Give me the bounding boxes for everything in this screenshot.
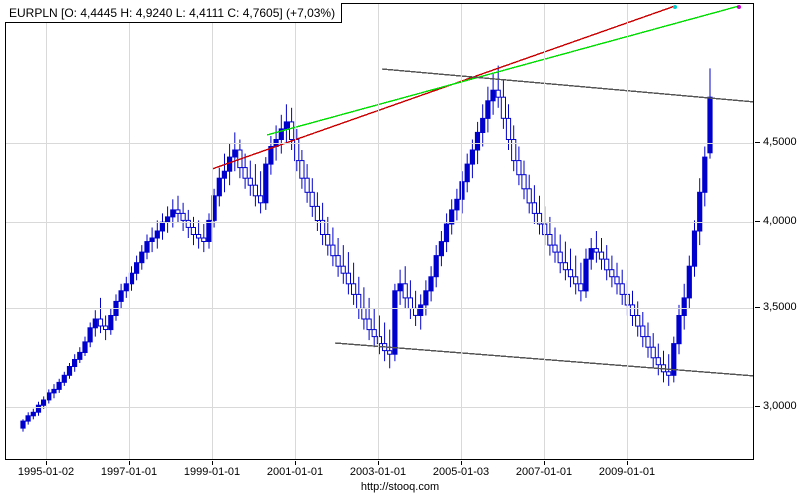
quote-header-box: EURPLN [O: 4,4445 H: 4,9240 L: 4,4111 C:… — [5, 3, 343, 23]
ytick-4-0000 — [755, 221, 760, 222]
gridline-vertical-1999 — [212, 4, 213, 459]
xtick-1997 — [129, 461, 130, 465]
xlabel-2003: 2003-01-01 — [349, 466, 407, 478]
xlabel-2007: 2007-01-01 — [515, 466, 573, 478]
gridline-vertical-2003 — [378, 4, 379, 459]
price-chart-plot-area[interactable] — [5, 3, 754, 460]
gridline-horizontal-3-0000 — [6, 407, 753, 408]
gridline-vertical-1995 — [46, 4, 47, 459]
gridline-horizontal-3-5000 — [6, 308, 753, 309]
xlabel-2001: 2001-01-01 — [266, 466, 324, 478]
xtick-2007 — [544, 461, 545, 465]
gridline-vertical-2001 — [295, 4, 296, 459]
xlabel-1997: 1997-01-01 — [100, 466, 158, 478]
quote-header-text: EURPLN [O: 4,4445 H: 4,9240 L: 4,4111 C:… — [9, 5, 336, 20]
trendline-group — [211, 5, 753, 377]
candlestick-series — [20, 5, 753, 432]
xtick-2009 — [627, 461, 628, 465]
ylabel-4-5000: 4,5000 — [763, 136, 797, 148]
xlabel-1999: 1999-01-01 — [183, 466, 241, 478]
xlabel-2009: 2009-01-01 — [598, 466, 656, 478]
ytick-3-5000 — [755, 307, 760, 308]
xtick-1995 — [46, 461, 47, 465]
xlabel-1995: 1995-01-02 — [17, 466, 75, 478]
gridline-vertical-2007 — [544, 4, 545, 459]
gridline-vertical-2005 — [461, 4, 462, 459]
xtick-2005 — [461, 461, 462, 465]
candle-group — [20, 65, 713, 432]
plot-inner — [6, 4, 753, 459]
xlabel-2005: 2005-01-03 — [432, 466, 490, 478]
source-url: http://stooq.com — [360, 481, 440, 493]
xtick-2001 — [295, 461, 296, 465]
gridline-horizontal-4-0000 — [6, 222, 753, 223]
ytick-3-0000 — [755, 406, 760, 407]
xtick-1999 — [212, 461, 213, 465]
ylabel-4-0000: 4,0000 — [763, 215, 797, 227]
ylabel-3-5000: 3,5000 — [763, 301, 797, 313]
gridline-vertical-1997 — [129, 4, 130, 459]
xtick-2003 — [378, 461, 379, 465]
gridline-vertical-2009 — [627, 4, 628, 459]
ytick-4-5000 — [755, 142, 760, 143]
gridline-horizontal-4-5000 — [6, 143, 753, 144]
ylabel-3-0000: 3,0000 — [763, 400, 797, 412]
